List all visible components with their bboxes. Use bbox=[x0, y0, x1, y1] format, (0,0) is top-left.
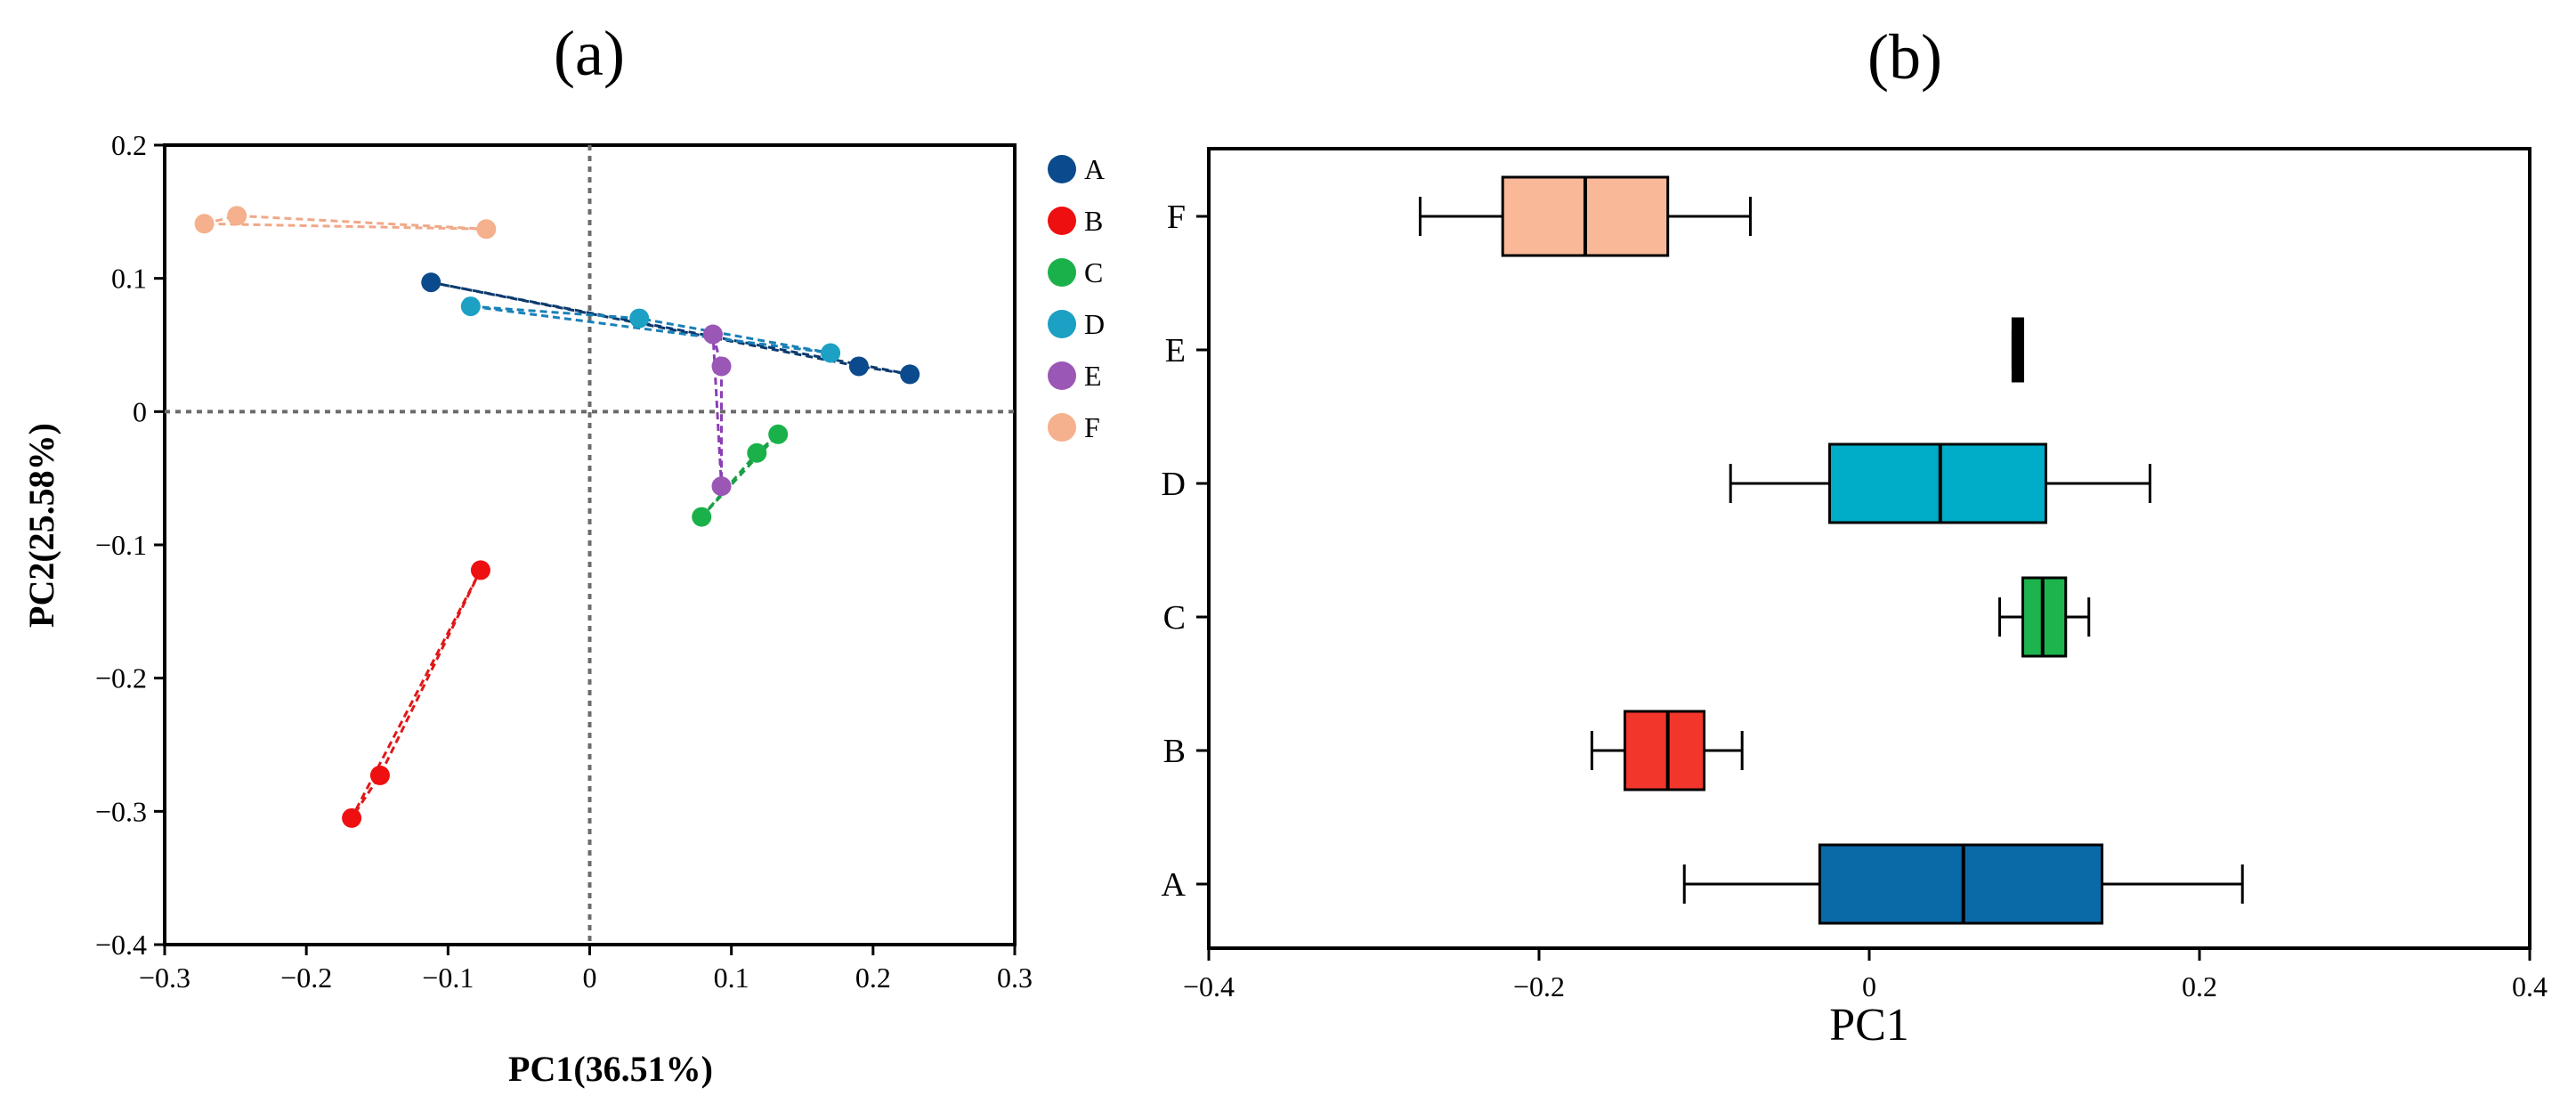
legend-marker-f bbox=[1048, 413, 1076, 442]
panel-a-x-tick-label: 0.1 bbox=[714, 962, 749, 994]
panel-a-x-tick-label: −0.1 bbox=[422, 962, 474, 994]
panel-b-x-tick-label: 0.2 bbox=[2182, 970, 2217, 1002]
box-f bbox=[1418, 175, 1752, 257]
box-d bbox=[1729, 442, 2151, 524]
panel-b-x-axis-title: PC1 bbox=[1829, 1000, 1909, 1051]
legend-label-e: E bbox=[1084, 360, 1102, 392]
legend-item-c: C bbox=[1048, 256, 1103, 288]
point-e bbox=[711, 476, 732, 497]
panel-a-y-tick-label: −0.3 bbox=[95, 795, 147, 827]
panel-a-x-tick-label: −0.2 bbox=[280, 962, 332, 994]
panel-b-category-label-e: E bbox=[1165, 332, 1186, 369]
box-c bbox=[1998, 576, 2091, 658]
panel-a-x-tick-label: 0.2 bbox=[855, 962, 891, 994]
point-d bbox=[460, 296, 481, 317]
panel-b-x-tick-label: 0 bbox=[1862, 970, 1876, 1002]
legend-marker-c bbox=[1048, 258, 1076, 287]
point-c bbox=[747, 442, 767, 463]
legend-item-d: D bbox=[1048, 308, 1105, 340]
panel-b-x-tick-label: −0.2 bbox=[1513, 970, 1565, 1002]
point-d bbox=[629, 308, 650, 329]
series-a-outline bbox=[429, 280, 911, 376]
point-a bbox=[848, 356, 869, 377]
box-b-iqr bbox=[1623, 710, 1705, 791]
panel-a-y-tick-label: −0.4 bbox=[95, 929, 147, 961]
panel-b-boxplot: (b) −0.4 −0.2 0 0.2 0.4 F E D C B A PC1 bbox=[1162, 21, 2548, 1051]
panel-a-y-tick-label: 0.2 bbox=[111, 129, 147, 161]
legend-label-b: B bbox=[1084, 205, 1103, 237]
legend-item-a: A bbox=[1048, 153, 1105, 185]
series-d-outline bbox=[469, 304, 832, 354]
panel-a-y-tick-label: −0.2 bbox=[95, 662, 147, 694]
legend-label-a: A bbox=[1084, 153, 1105, 185]
point-d bbox=[821, 343, 841, 363]
legend-marker-b bbox=[1048, 207, 1076, 235]
box-e bbox=[2011, 317, 2025, 383]
point-c bbox=[692, 507, 712, 527]
box-a-iqr bbox=[1818, 843, 2104, 925]
point-a bbox=[421, 272, 441, 293]
legend-marker-d bbox=[1048, 310, 1076, 338]
box-a bbox=[1682, 843, 2244, 925]
panel-b-category-label-c: C bbox=[1163, 599, 1186, 637]
series-d bbox=[460, 296, 841, 363]
legend-marker-e bbox=[1048, 361, 1076, 390]
legend-label-f: F bbox=[1084, 411, 1100, 443]
panel-a-y-tick-label: 0.1 bbox=[111, 263, 147, 295]
panel-a-y-tick-label: 0 bbox=[133, 395, 147, 427]
panel-a-pca-scatter: (a) −0.3 −0.2 −0.1 0 0.1 0.2 0.3 0.2 0.1 0 −0.1 −0.… bbox=[21, 18, 1105, 1089]
point-f bbox=[227, 206, 247, 226]
legend-item-e: E bbox=[1048, 360, 1102, 392]
panel-b-category-label-d: D bbox=[1162, 466, 1186, 503]
legend-label-c: C bbox=[1084, 256, 1103, 288]
series-e-outline bbox=[711, 333, 723, 488]
point-a bbox=[900, 364, 920, 385]
series-c bbox=[692, 424, 789, 527]
point-b bbox=[342, 808, 362, 828]
panel-b-x-tick-label: −0.4 bbox=[1183, 970, 1235, 1002]
box-b bbox=[1590, 710, 1744, 791]
point-f bbox=[476, 219, 497, 239]
panel-a-x-tick-label: −0.3 bbox=[139, 962, 190, 994]
panel-b-plot-area bbox=[1207, 147, 2531, 950]
panel-b-category-label-b: B bbox=[1163, 733, 1186, 770]
panel-a-label: (a) bbox=[554, 18, 625, 89]
point-e bbox=[702, 324, 723, 345]
series-e bbox=[702, 324, 732, 497]
series-f bbox=[194, 206, 497, 239]
legend-label-d: D bbox=[1084, 308, 1105, 340]
point-e bbox=[711, 356, 732, 377]
point-b bbox=[369, 765, 390, 785]
point-b bbox=[470, 560, 490, 580]
panel-a-x-tick-label: 0 bbox=[583, 962, 597, 994]
panel-a-x-axis-title: PC1(36.51%) bbox=[508, 1049, 713, 1089]
box-d-iqr bbox=[1827, 442, 2047, 524]
legend-item-b: B bbox=[1048, 205, 1103, 237]
series-b-outline bbox=[350, 568, 482, 820]
panel-a-y-tick-label: −0.1 bbox=[95, 529, 147, 561]
series-a bbox=[421, 272, 920, 385]
point-f bbox=[194, 214, 215, 234]
series-c-outline bbox=[700, 433, 780, 519]
legend-marker-a bbox=[1048, 155, 1076, 183]
panel-b-category-label-a: A bbox=[1162, 866, 1187, 904]
panel-b-x-tick-label: 0.4 bbox=[2512, 970, 2548, 1002]
panel-a-x-tick-label: 0.3 bbox=[997, 962, 1033, 994]
series-b bbox=[342, 560, 490, 828]
series-f-outline bbox=[203, 214, 488, 231]
panel-b-label: (b) bbox=[1867, 21, 1942, 93]
legend-item-f: F bbox=[1048, 411, 1100, 443]
point-c bbox=[768, 424, 789, 444]
panel-b-category-label-f: F bbox=[1167, 199, 1186, 236]
panel-a-y-axis-title: PC2(25.58%) bbox=[21, 423, 61, 628]
